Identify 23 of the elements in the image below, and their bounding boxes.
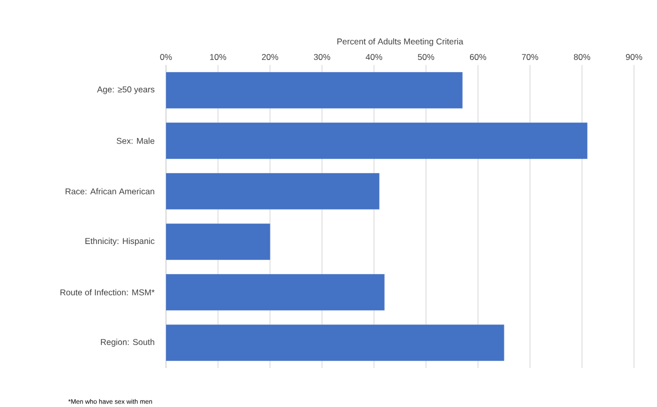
y-tick-label: Ethnicity: Hispanic xyxy=(85,238,154,246)
y-tick-label: Region: South xyxy=(100,338,154,347)
bar xyxy=(166,72,463,108)
x-tick-label: 20% xyxy=(262,54,278,60)
bar xyxy=(166,173,380,210)
bar xyxy=(166,224,270,260)
x-tick-label: 10% xyxy=(210,54,226,60)
y-tick-label: Age: ≥50 years xyxy=(97,86,154,94)
y-tick-label: Route of Infection: MSM* xyxy=(60,289,155,296)
bar xyxy=(166,274,385,310)
x-tick-label: 50% xyxy=(418,54,434,60)
x-tick-label: 40% xyxy=(366,54,382,60)
bar xyxy=(166,324,504,361)
x-tick-label: 90% xyxy=(626,54,642,60)
x-axis-title: Percent of Adults Meeting Criteria xyxy=(337,38,464,46)
x-tick-label: 30% xyxy=(314,54,330,60)
x-tick-label: 0% xyxy=(160,54,172,60)
y-tick-label: Race: African American xyxy=(66,188,154,194)
x-tick-label: 80% xyxy=(574,54,590,60)
y-tick-label: Sex: Male xyxy=(116,138,154,144)
x-tick-label: 70% xyxy=(522,54,538,60)
bar xyxy=(166,122,588,159)
x-tick-label: 60% xyxy=(470,54,486,60)
